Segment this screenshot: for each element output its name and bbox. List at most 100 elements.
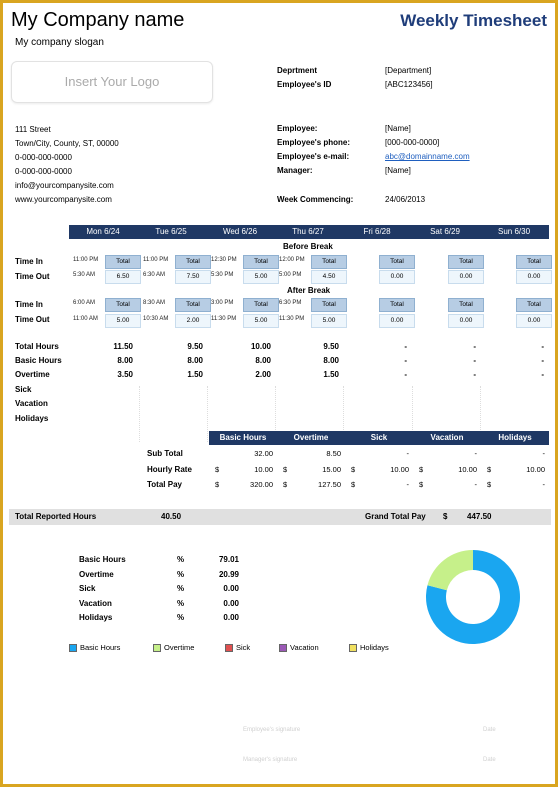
total-header-cell: Total bbox=[243, 298, 279, 312]
time-in-cell[interactable]: 12:30 PM bbox=[211, 257, 237, 263]
phone-value[interactable]: [000-000-0000] bbox=[385, 138, 440, 147]
summary-cell: - bbox=[406, 449, 410, 458]
hours-cell: 8.00 bbox=[255, 356, 271, 365]
currency-sign: $ bbox=[351, 465, 356, 474]
total-header-cell: Total bbox=[175, 298, 211, 312]
hours-cell: 9.50 bbox=[323, 342, 339, 351]
department-value[interactable]: [Department] bbox=[385, 66, 432, 75]
summary-cell: 10.00 bbox=[458, 465, 477, 474]
column-divider bbox=[480, 386, 482, 442]
manager-label: Manager: bbox=[277, 166, 313, 175]
total-header-cell: Total bbox=[516, 255, 552, 269]
column-divider bbox=[412, 386, 414, 442]
legend-label: Holidays bbox=[360, 643, 389, 652]
time-in-cell[interactable]: 8:30 AM bbox=[143, 300, 166, 306]
employee-value[interactable]: [Name] bbox=[385, 124, 411, 133]
breakdown-label: Overtime bbox=[79, 569, 114, 579]
column-divider bbox=[275, 386, 277, 442]
summary-header-bar: Basic Hours Overtime Sick Vacation Holid… bbox=[209, 431, 549, 445]
currency-sign: $ bbox=[419, 465, 424, 474]
summary-cell: - bbox=[542, 480, 546, 489]
currency-sign: $ bbox=[215, 480, 220, 489]
address-website: www.yourcompanysite.com bbox=[15, 195, 112, 204]
summary-cell: 10.00 bbox=[254, 465, 273, 474]
summary-cell: - bbox=[406, 480, 410, 489]
time-in-cell[interactable]: 3:00 PM bbox=[211, 300, 234, 306]
time-in-cell[interactable]: 6:30 PM bbox=[279, 300, 302, 306]
summary-cell: 8.50 bbox=[326, 449, 341, 458]
hourly-rate-label: Hourly Rate bbox=[147, 465, 192, 474]
total-value-cell: 0.00 bbox=[448, 314, 484, 328]
total-value-cell: 5.00 bbox=[243, 314, 279, 328]
logo-placeholder[interactable]: Insert Your Logo bbox=[11, 61, 213, 103]
hours-cell: - bbox=[541, 342, 544, 351]
manager-signature-label: Manager's signature bbox=[243, 757, 298, 763]
department-label: Deprtment bbox=[277, 66, 318, 75]
time-in-cell[interactable]: 11:00 PM bbox=[73, 257, 99, 263]
company-name: My Company name bbox=[11, 9, 185, 31]
vacation-label: Vacation bbox=[15, 399, 48, 408]
email-link[interactable]: abc@domainname.com bbox=[385, 152, 470, 161]
currency-sign: $ bbox=[487, 465, 492, 474]
donut-slice-basic-hours bbox=[426, 550, 520, 644]
time-out-cell[interactable]: 5:00 PM bbox=[279, 272, 302, 278]
total-value-cell: 7.50 bbox=[175, 270, 211, 284]
legend-label: Overtime bbox=[164, 643, 195, 652]
total-reported-label: Total Reported Hours bbox=[15, 512, 97, 521]
total-header-cell: Total bbox=[448, 255, 484, 269]
total-header-cell: Total bbox=[105, 298, 141, 312]
subtotal-label: Sub Total bbox=[147, 449, 183, 458]
total-header-cell: Total bbox=[379, 298, 415, 312]
employee-id-value[interactable]: [ABC123456] bbox=[385, 80, 433, 89]
breakdown-pct-sign: % bbox=[177, 613, 185, 622]
time-in-cell[interactable]: 6:00 AM bbox=[73, 300, 96, 306]
hours-cell: 11.50 bbox=[113, 342, 133, 351]
hours-cell: 8.00 bbox=[187, 356, 203, 365]
manager-signature-date: Date bbox=[483, 757, 496, 763]
total-value-cell: 0.00 bbox=[379, 314, 415, 328]
legend-label: Basic Hours bbox=[80, 643, 121, 652]
time-in-label: Time In bbox=[15, 257, 43, 266]
overtime-label: Overtime bbox=[15, 370, 50, 379]
time-in-cell[interactable]: 11:00 PM bbox=[143, 257, 169, 263]
hours-cell: 10.00 bbox=[250, 342, 271, 351]
breakdown-label: Basic Hours bbox=[79, 555, 126, 564]
breakdown-label: Holidays bbox=[79, 613, 113, 622]
time-out-cell[interactable]: 11:30 PM bbox=[279, 316, 305, 322]
employee-signature-label: Employee's signature bbox=[243, 727, 301, 733]
total-header-cell: Total bbox=[311, 255, 347, 269]
column-divider bbox=[207, 386, 209, 442]
day-header: Mon 6/24 bbox=[86, 227, 120, 236]
manager-value[interactable]: [Name] bbox=[385, 166, 411, 175]
legend-item-holidays: Holidays bbox=[349, 643, 389, 653]
before-break-heading: Before Break bbox=[283, 242, 333, 251]
time-out-cell[interactable]: 5:30 PM bbox=[211, 272, 234, 278]
legend-item-vacation: Vacation bbox=[279, 643, 319, 653]
summary-cell: 32.00 bbox=[254, 449, 273, 458]
hours-cell: 1.50 bbox=[187, 370, 203, 379]
summary-cell: 320.00 bbox=[250, 480, 273, 489]
time-out-cell[interactable]: 10:30 AM bbox=[143, 316, 169, 322]
total-reported-bar bbox=[9, 509, 551, 525]
column-divider bbox=[139, 386, 141, 442]
total-value-cell: 0.00 bbox=[516, 314, 552, 328]
time-out-cell[interactable]: 6:30 AM bbox=[143, 272, 166, 278]
time-out-cell[interactable]: 5:30 AM bbox=[73, 272, 96, 278]
total-header-cell: Total bbox=[379, 255, 415, 269]
day-header: Sat 6/29 bbox=[430, 227, 460, 236]
day-header: Sun 6/30 bbox=[497, 227, 531, 236]
summary-cell: 127.50 bbox=[318, 480, 341, 489]
column-divider bbox=[343, 386, 345, 442]
total-header-cell: Total bbox=[105, 255, 141, 269]
breakdown-value: 0.00 bbox=[223, 584, 239, 593]
week-value[interactable]: 24/06/2013 bbox=[385, 195, 426, 204]
total-value-cell: 5.00 bbox=[105, 314, 141, 328]
total-value-cell: 6.50 bbox=[105, 270, 141, 284]
summary-header: Basic Hours bbox=[219, 433, 267, 442]
breakdown-pct-sign: % bbox=[177, 555, 185, 564]
time-in-cell[interactable]: 12:00 PM bbox=[279, 257, 305, 263]
breakdown-value: 79.01 bbox=[218, 555, 239, 564]
time-out-cell[interactable]: 11:30 PM bbox=[211, 316, 237, 322]
breakdown-value: 0.00 bbox=[223, 598, 239, 608]
time-out-cell[interactable]: 11:00 AM bbox=[73, 316, 98, 322]
